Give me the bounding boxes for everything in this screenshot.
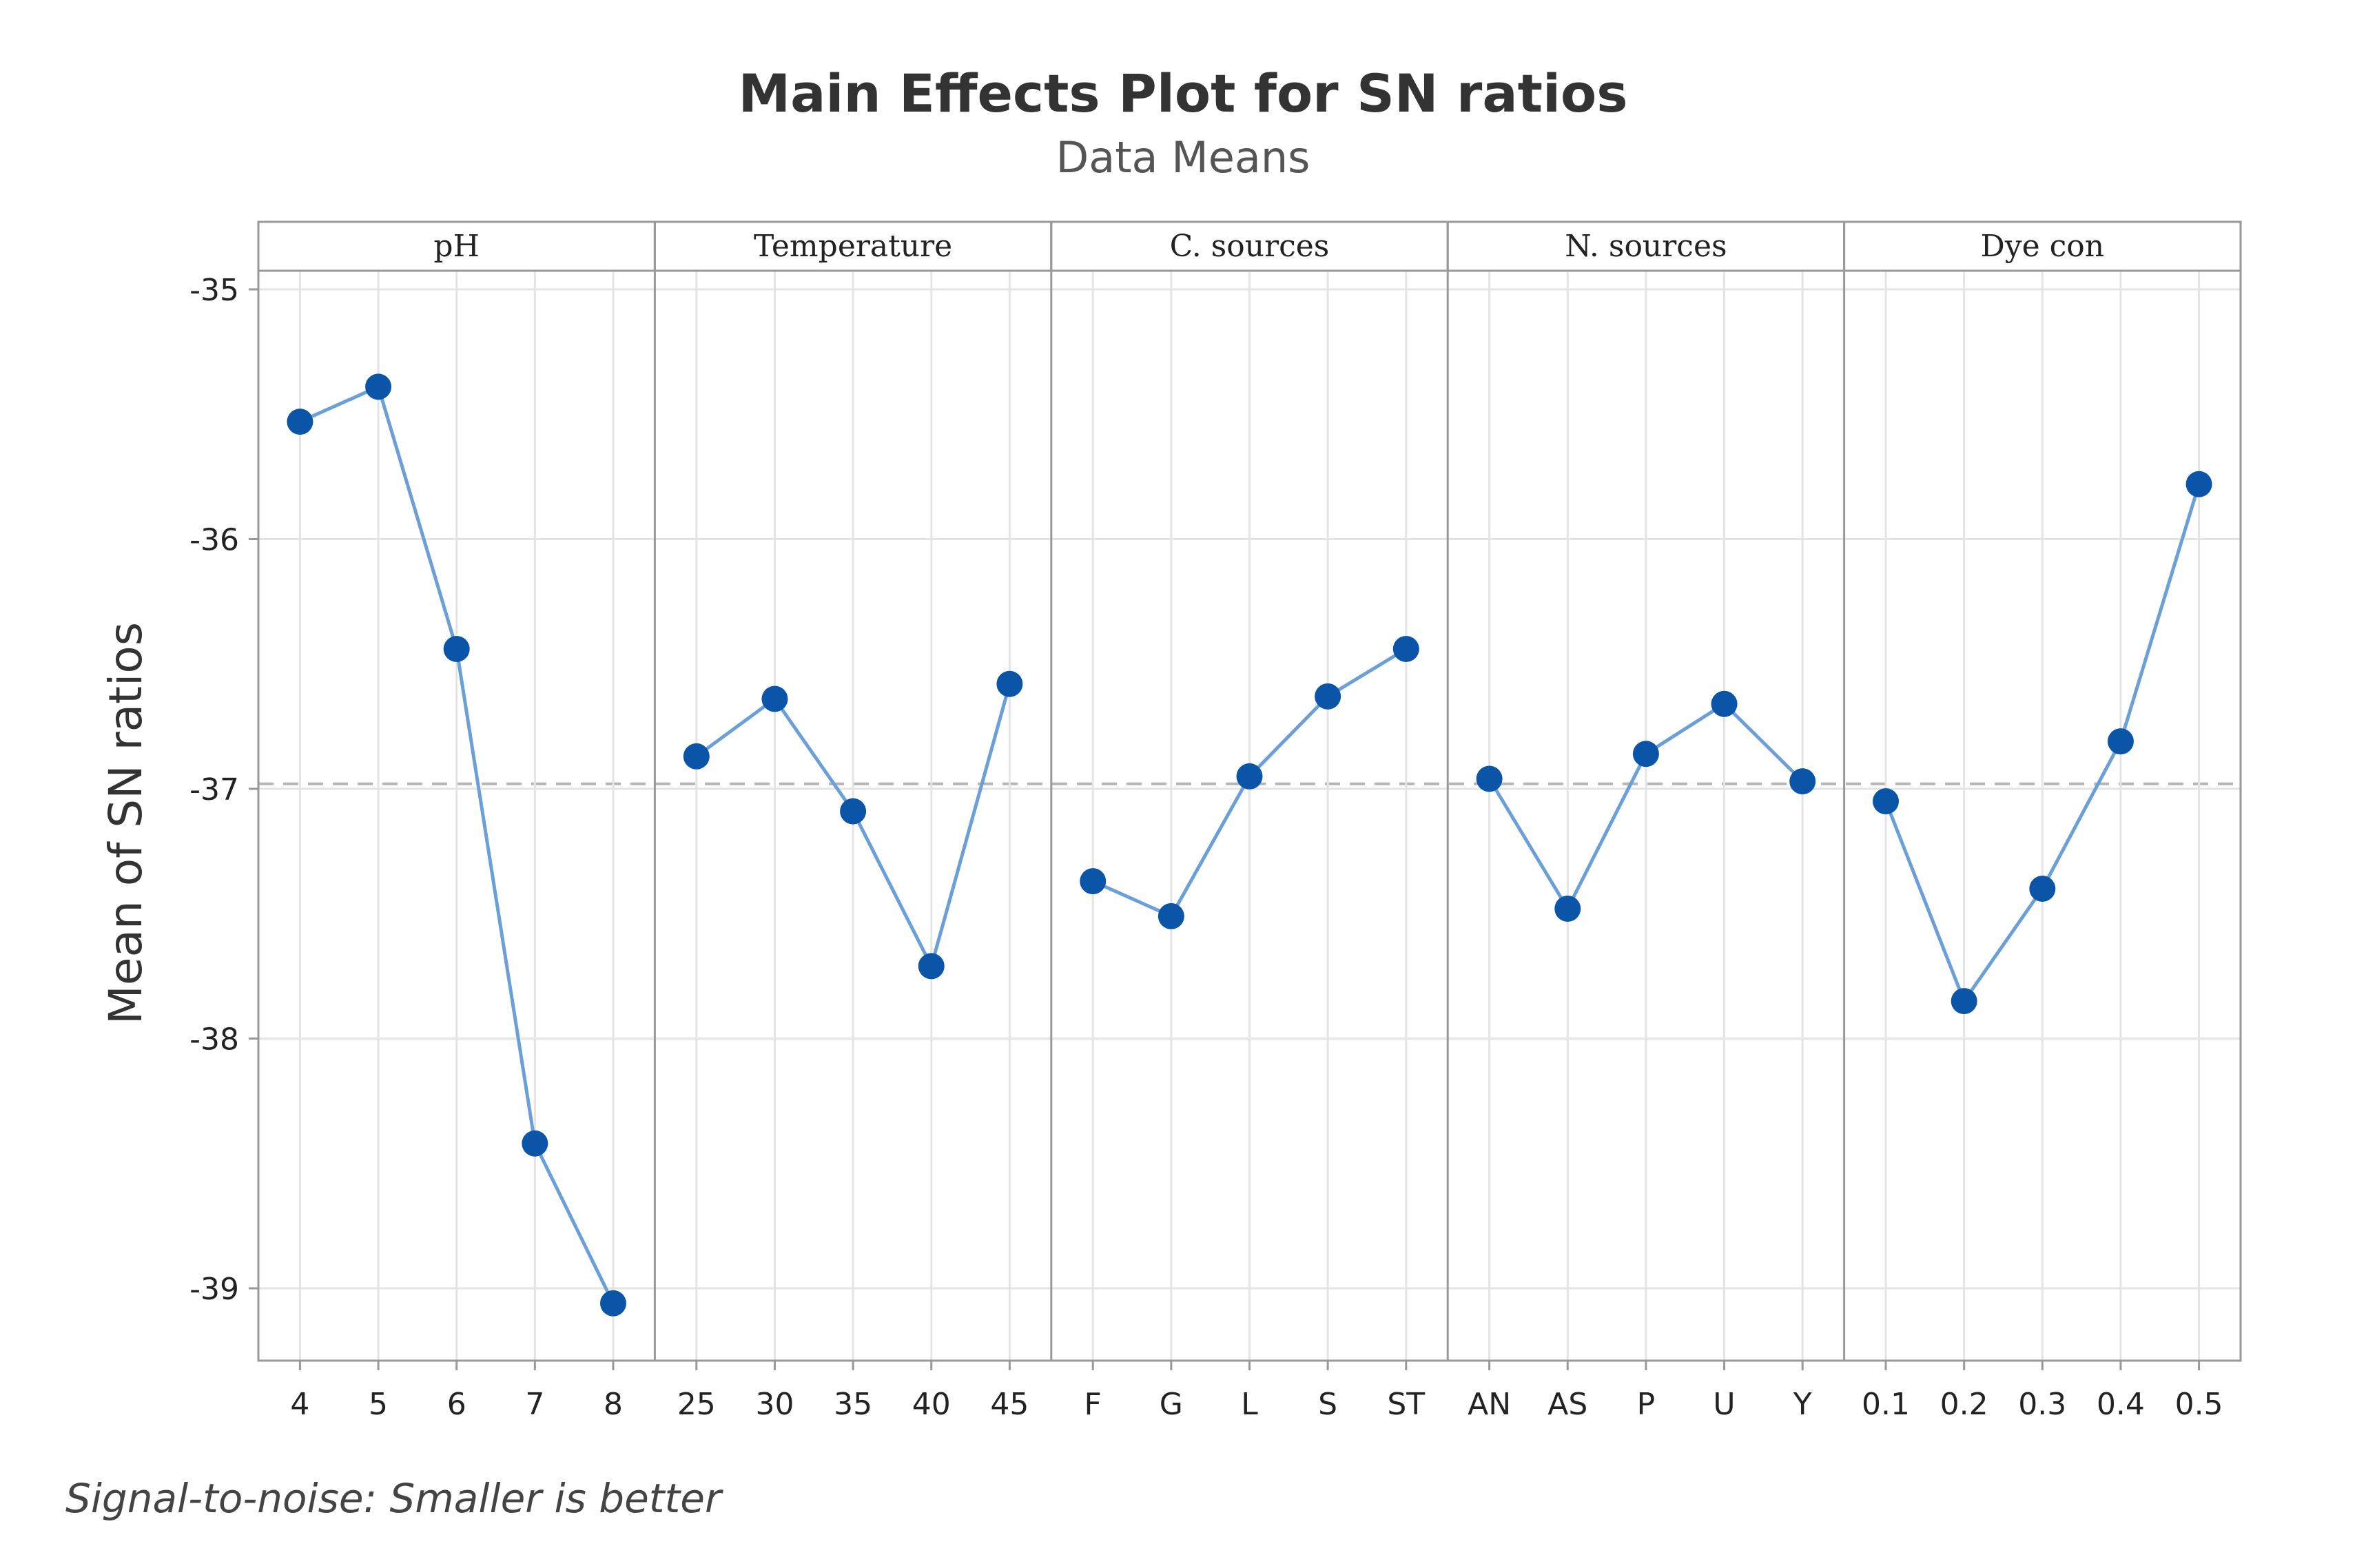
x-tick-label: 45	[990, 1387, 1029, 1422]
x-tick-label: 0.5	[2175, 1387, 2223, 1422]
panel-label: Temperature	[754, 229, 952, 264]
x-tick-label: 0.2	[1940, 1387, 1988, 1422]
x-tick-label: ST	[1387, 1387, 1425, 1422]
x-tick-label: L	[1241, 1387, 1258, 1422]
data-point	[599, 1290, 626, 1317]
data-point	[1873, 788, 1900, 815]
plot-frame	[257, 220, 2242, 1362]
x-tick-label: 30	[755, 1387, 794, 1422]
x-tick-label: U	[1713, 1387, 1735, 1422]
data-point	[683, 743, 710, 770]
data-point	[1392, 636, 1419, 662]
x-tick-label: G	[1160, 1387, 1183, 1422]
data-point	[1236, 763, 1263, 790]
x-tick-label: 0.1	[1862, 1387, 1910, 1422]
panel-label: N. sources	[1565, 229, 1727, 264]
x-tick-label: 8	[604, 1387, 623, 1422]
chart-subtitle: Data Means	[1056, 132, 1310, 183]
data-point	[761, 685, 788, 712]
x-tick-label: 0.3	[2018, 1387, 2066, 1422]
y-tick-label: -39	[189, 1272, 239, 1307]
panel-strip-n-sources	[1446, 220, 1846, 272]
x-tick-label: AN	[1468, 1387, 1511, 1422]
y-tick-label: -35	[189, 273, 239, 308]
x-tick-label: 40	[912, 1387, 951, 1422]
x-tick-label: 5	[369, 1387, 388, 1422]
data-point	[1951, 988, 1977, 1015]
data-point	[1158, 902, 1184, 929]
data-point	[2107, 728, 2134, 755]
panel-label: pH	[433, 229, 480, 264]
panel-label: Dye con	[1980, 229, 2104, 264]
x-tick-label: 35	[834, 1387, 872, 1422]
y-tick-label: -36	[189, 523, 239, 558]
y-axis-label: Mean of SN ratios	[99, 622, 152, 1024]
data-point	[1789, 768, 1816, 795]
x-tick-label: 25	[677, 1387, 716, 1422]
x-tick-label: 0.4	[2097, 1387, 2145, 1422]
data-point	[1080, 868, 1107, 895]
x-tick-label: F	[1084, 1387, 1102, 1422]
x-tick-label: 4	[290, 1387, 309, 1422]
data-point	[2029, 876, 2056, 902]
x-tick-label: 7	[525, 1387, 544, 1422]
data-point	[840, 798, 867, 825]
data-point	[996, 670, 1023, 697]
chart-title: Main Effects Plot for SN ratios	[739, 63, 1628, 124]
x-tick-label: 6	[447, 1387, 466, 1422]
panel-strip-ph	[257, 220, 656, 272]
data-point	[443, 636, 470, 662]
footnote: Signal-to-noise: Smaller is better	[65, 1475, 723, 1522]
data-point	[1315, 683, 1341, 710]
data-point	[1711, 690, 1738, 717]
data-point	[1554, 896, 1581, 922]
y-tick-label: -37	[189, 772, 239, 807]
data-point	[522, 1130, 548, 1157]
panel-label: C. sources	[1170, 229, 1330, 264]
x-tick-label: S	[1318, 1387, 1337, 1422]
x-tick-label: P	[1637, 1387, 1656, 1422]
y-tick-label: -38	[189, 1022, 239, 1058]
x-tick-label: AS	[1547, 1387, 1587, 1422]
data-point	[2185, 471, 2212, 497]
x-tick-label: Y	[1793, 1387, 1812, 1422]
data-point	[287, 409, 313, 435]
data-point	[918, 953, 945, 980]
data-point	[365, 373, 392, 400]
data-point	[1476, 765, 1503, 792]
data-point	[1632, 741, 1659, 767]
